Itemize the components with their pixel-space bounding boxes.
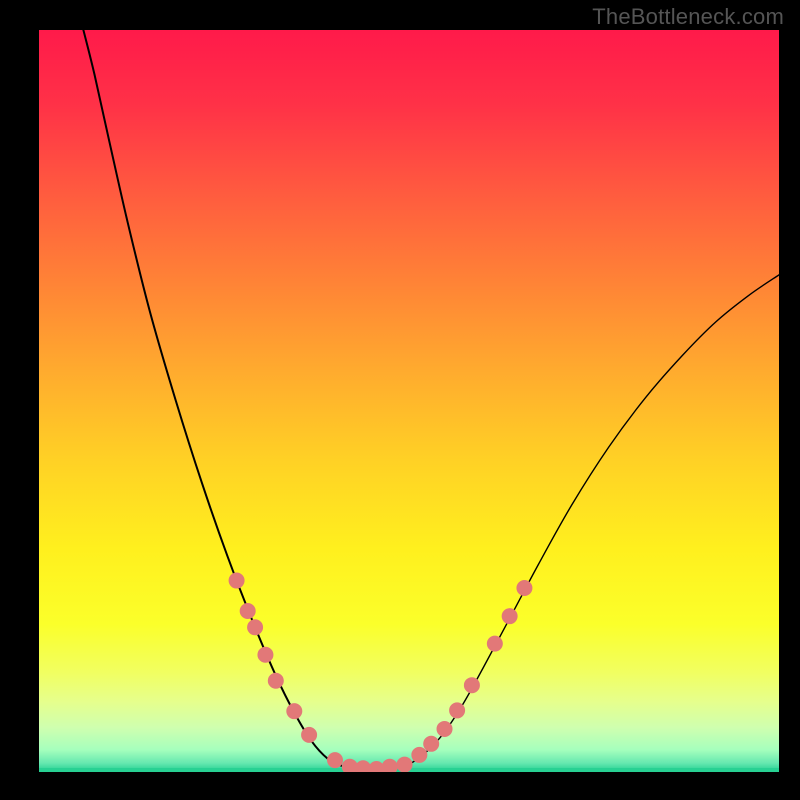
curve-right [409,275,779,765]
marker-trough-dots [356,761,371,772]
marker-right-limb [502,609,517,624]
marker-left-limb [268,673,283,688]
chart-svg-layer [39,30,779,772]
marker-trough-dots [369,762,384,772]
marker-right-limb [517,580,532,595]
marker-right-limb [464,678,479,693]
marker-left-limb [229,573,244,588]
curve-left [83,30,409,769]
marker-trough-dots [342,759,357,772]
marker-left-limb [240,603,255,618]
marker-right-limb [437,721,452,736]
marker-trough-dots [397,757,412,772]
marker-right-limb [450,703,465,718]
watermark-text: TheBottleneck.com [592,4,784,30]
marker-left-limb [248,620,263,635]
marker-left-limb [258,647,273,662]
chart-plot-area [39,30,779,772]
marker-trough-dots [328,753,343,768]
marker-right-limb [487,636,502,651]
marker-left-limb [287,704,302,719]
marker-right-limb [424,736,439,751]
marker-right-limb [412,747,427,762]
marker-left-limb [302,727,317,742]
marker-trough-dots [382,759,397,772]
